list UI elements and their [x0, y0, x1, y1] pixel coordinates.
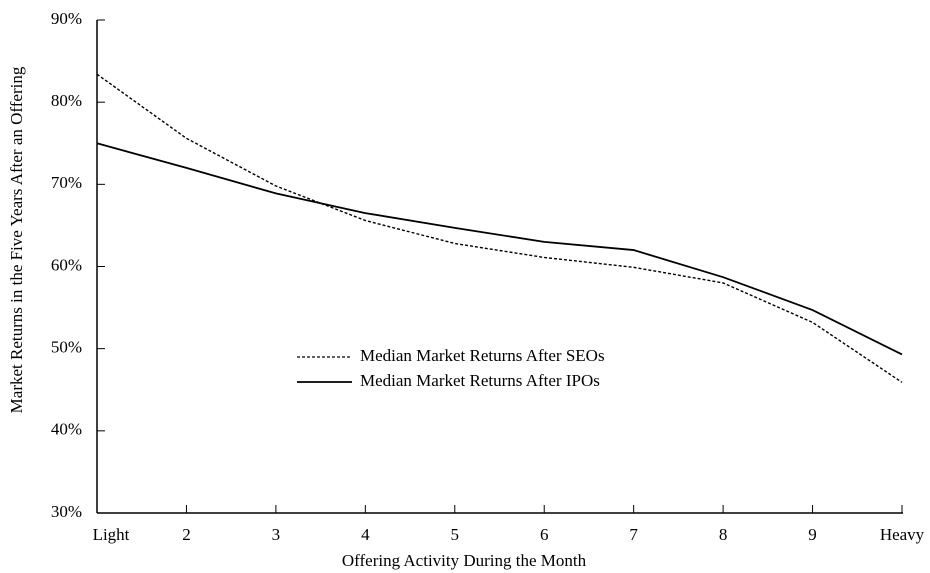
- x-tick-label: 4: [361, 525, 370, 544]
- y-tick-label: 60%: [51, 255, 82, 274]
- x-tick-label: Heavy: [880, 525, 925, 544]
- series-line: [96, 142, 903, 356]
- legend-label: Median Market Returns After IPOs: [360, 371, 600, 390]
- series-line: [96, 73, 903, 383]
- y-tick-label: 70%: [51, 173, 82, 192]
- x-tick-label: 8: [719, 525, 728, 544]
- x-tick-label: 5: [451, 525, 460, 544]
- x-tick-label: Light: [93, 525, 130, 544]
- x-tick-label: 7: [629, 525, 638, 544]
- y-tick-label: 30%: [51, 502, 82, 521]
- x-tick-label: 9: [808, 525, 817, 544]
- x-tick-label: 6: [540, 525, 549, 544]
- y-tick-label: 40%: [51, 420, 82, 439]
- legend-label: Median Market Returns After SEOs: [360, 346, 605, 365]
- x-axis-label: Offering Activity During the Month: [342, 551, 587, 570]
- x-tick-label: 3: [272, 525, 281, 544]
- y-tick-label: 90%: [51, 9, 82, 28]
- y-axis-label: Market Returns in the Five Years After a…: [7, 66, 26, 413]
- y-tick-label: 50%: [51, 338, 82, 357]
- y-tick-label: 80%: [51, 91, 82, 110]
- x-tick-label: 2: [182, 525, 191, 544]
